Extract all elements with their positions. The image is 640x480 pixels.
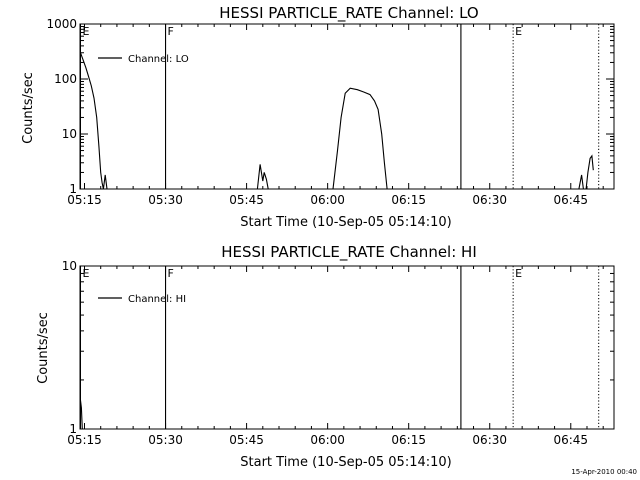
legend: Channel: HI — [98, 294, 186, 305]
x-tick-label: 05:15 — [67, 193, 102, 207]
series-line-segment — [578, 154, 594, 190]
x-tick-label: 05:45 — [229, 433, 264, 447]
time-marker-label: E — [515, 267, 522, 280]
x-axis-label: Start Time (10-Sep-05 05:14:10) — [240, 215, 451, 230]
y-tick-label: 10 — [62, 127, 77, 141]
chart-title: HESSI PARTICLE_RATE Channel: LO — [219, 4, 478, 23]
legend-label: Channel: HI — [128, 294, 186, 305]
data-series — [79, 52, 594, 190]
chart-panel-hi: HESSI PARTICLE_RATE Channel: HI Counts/s… — [36, 243, 615, 470]
x-tick-label: 05:45 — [229, 193, 264, 207]
x-tick-label: 06:15 — [391, 433, 426, 447]
y-tick-label: 1 — [69, 422, 77, 436]
x-tick-label: 06:15 — [391, 193, 426, 207]
time-marker-label: E — [515, 25, 522, 38]
chart-title: HESSI PARTICLE_RATE Channel: HI — [221, 243, 477, 262]
y-tick-label: 1000 — [46, 17, 77, 31]
x-tick-label: 06:30 — [472, 193, 507, 207]
axis-ticks: 05:15 05:30 05:45 06:00 06:15 06:30 06:45 1 10 — [62, 259, 614, 447]
y-tick-label: 100 — [54, 72, 77, 86]
x-tick-label: 06:45 — [553, 433, 588, 447]
y-tick-label: 10 — [62, 259, 77, 273]
x-tick-label: 06:00 — [310, 433, 345, 447]
time-marker-label: E — [82, 25, 89, 38]
x-tick-label: 06:30 — [472, 433, 507, 447]
axis-ticks: 05:15 05:30 05:45 06:00 06:15 06:30 06:45 1 10 10… — [46, 17, 614, 207]
time-marker-label: F — [168, 25, 174, 38]
series-line-segment — [79, 52, 108, 190]
y-axis-label: Counts/sec — [36, 312, 51, 384]
legend-label: Channel: LO — [128, 54, 189, 65]
series-line-segment — [79, 400, 83, 430]
data-series — [79, 400, 83, 430]
x-tick-label: 05:30 — [148, 433, 183, 447]
legend: Channel: LO — [98, 54, 189, 65]
generated-timestamp: 15-Apr-2010 00:40 — [571, 468, 637, 476]
series-line-segment — [332, 87, 388, 190]
y-tick-label: 1 — [69, 182, 77, 196]
x-tick-label: 06:00 — [310, 193, 345, 207]
x-axis-label: Start Time (10-Sep-05 05:14:10) — [240, 455, 451, 470]
y-axis-label: Counts/sec — [21, 72, 36, 144]
x-tick-label: 06:45 — [553, 193, 588, 207]
time-marker-label: F — [168, 267, 174, 280]
x-tick-label: 05:30 — [148, 193, 183, 207]
chart-panel-lo: HESSI PARTICLE_RATE Channel: LO Counts/s… — [21, 4, 615, 230]
series-line-segment — [256, 164, 269, 190]
time-marker-label: E — [82, 267, 89, 280]
x-tick-label: 05:15 — [67, 433, 102, 447]
